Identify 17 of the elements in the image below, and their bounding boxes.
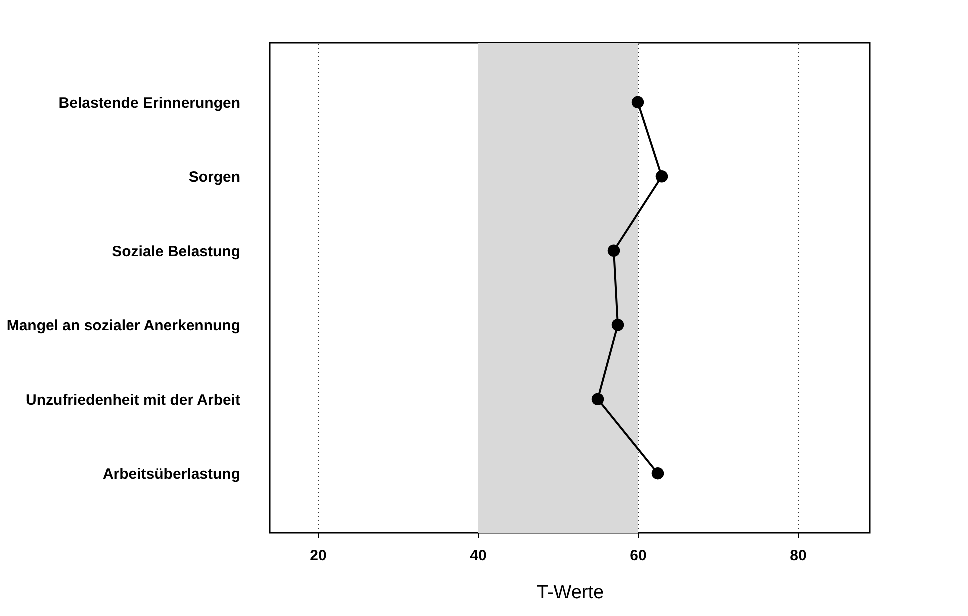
x-tick-label: 40 bbox=[470, 548, 487, 564]
point bbox=[608, 244, 620, 257]
point bbox=[632, 96, 644, 109]
point bbox=[592, 393, 604, 406]
point bbox=[612, 319, 624, 332]
y-tick-label: Belastende Erinnerungen bbox=[58, 94, 240, 112]
point bbox=[652, 467, 664, 480]
x-tick-label: 80 bbox=[790, 548, 807, 564]
x-tick-label: 20 bbox=[310, 548, 327, 564]
y-tick-label: Sorgen bbox=[188, 169, 240, 186]
y-tick-label: Unzufriedenheit mit der Arbeit bbox=[26, 392, 240, 409]
point bbox=[656, 170, 668, 183]
x-axis-title: T-Werte bbox=[536, 582, 604, 604]
y-tick-label: Arbeitsüberlastung bbox=[102, 466, 240, 484]
y-tick-label: Mangel an sozialer Anerkennung bbox=[6, 318, 240, 335]
y-tick-label: Soziale Belastung bbox=[112, 243, 240, 260]
x-tick-label: 60 bbox=[630, 548, 647, 564]
